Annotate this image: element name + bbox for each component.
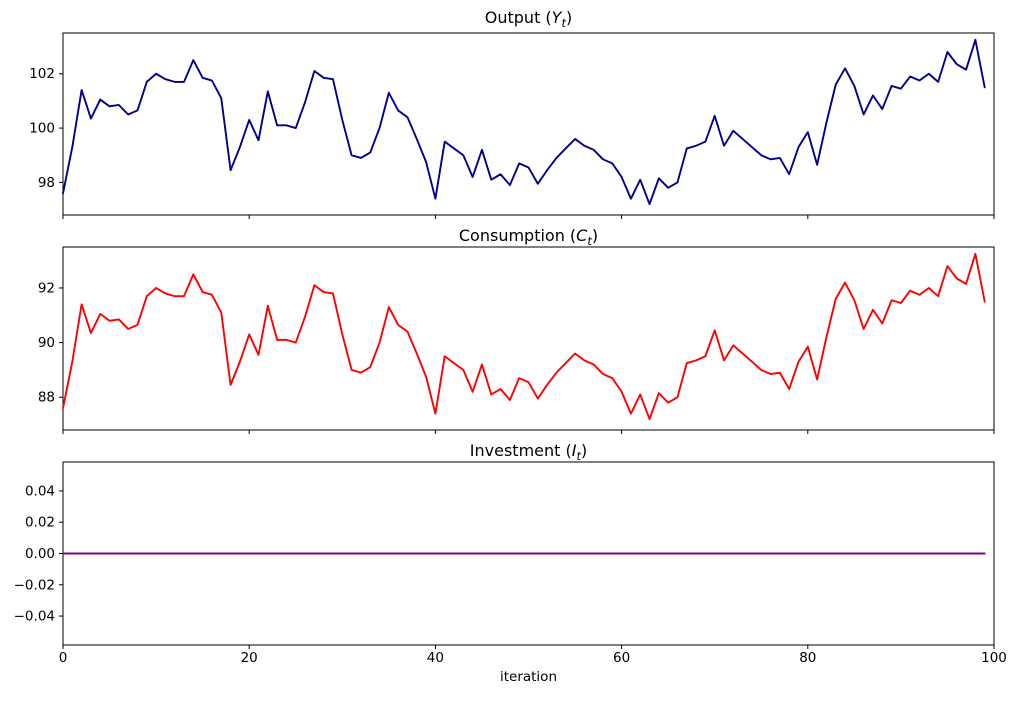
axes-box (62, 461, 995, 646)
consumption-chart-title: Consumption (Ct) (63, 227, 994, 250)
investment-title-prefix: Investment ( (469, 441, 572, 460)
x-tick-label: 60 (613, 650, 630, 666)
y-tick-label: 98 (38, 175, 55, 191)
x-tick-label: 20 (241, 650, 258, 666)
y-tick-label: 100 (29, 121, 55, 137)
x-tick-label: 0 (59, 650, 68, 666)
investment-title-subscript: t (576, 449, 581, 464)
axes-box (62, 246, 995, 431)
axes-box (62, 32, 995, 216)
output-title-subscript: t (561, 16, 566, 31)
output-title-suffix: ) (565, 8, 573, 27)
x-axis-label: iteration (499, 669, 558, 685)
output-title-prefix: Output ( (484, 8, 552, 27)
consumption-title-subscript: t (587, 234, 592, 249)
y-tick-label: 90 (38, 335, 55, 351)
consumption-title-prefix: Consumption ( (458, 226, 577, 245)
output-title-symbol: Y (551, 8, 562, 27)
y-tick-label: 102 (29, 66, 55, 82)
y-tick-label: −0.02 (14, 577, 55, 593)
y-tick-label: 0.00 (25, 546, 55, 562)
y-tick-label: −0.04 (14, 609, 55, 625)
x-tick-label: 40 (427, 650, 444, 666)
output-line (62, 38, 986, 206)
investment-title-symbol: I (571, 441, 577, 460)
y-tick-label: 0.02 (25, 515, 55, 531)
consumption-title-suffix: ) (591, 226, 599, 245)
x-tick-label: 100 (981, 650, 1007, 666)
output-chart-title: Output (Yt) (63, 9, 994, 32)
consumption-line (62, 252, 986, 421)
investment-chart-title: Investment (It) (63, 442, 994, 465)
consumption-title-symbol: C (576, 226, 588, 245)
y-tick-label: 88 (38, 390, 55, 406)
y-tick-label: 92 (38, 280, 55, 296)
x-tick-label: 80 (799, 650, 816, 666)
investment-title-suffix: ) (580, 441, 588, 460)
y-tick-label: 0.04 (25, 483, 55, 499)
